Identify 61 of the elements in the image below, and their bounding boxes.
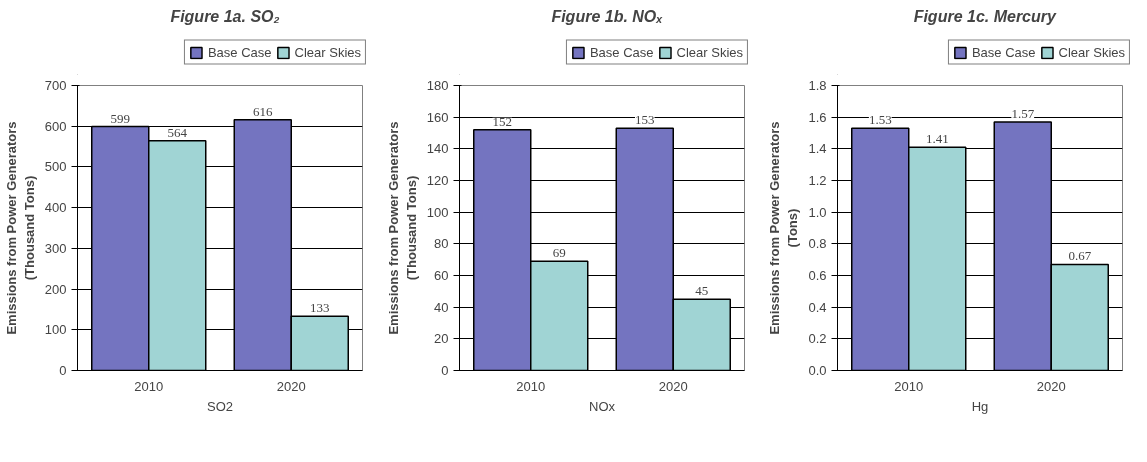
data-label: 153 (635, 112, 655, 128)
data-label: 133 (310, 300, 330, 316)
y-tick-label: 120 (426, 173, 449, 188)
y-axis-title: Emissions from Power Generators (Tons) (767, 121, 801, 335)
data-label: 152 (492, 113, 512, 129)
y-tick-label: 0 (441, 363, 449, 378)
x-axis-title: SO2 (206, 398, 234, 414)
data-label: 1.53 (868, 112, 892, 128)
legend-label: Clear Skies (676, 44, 743, 60)
data-label: 564 (167, 124, 188, 140)
y-tick-label: 0 (59, 363, 67, 378)
legend-label: Clear Skies (1058, 44, 1125, 60)
y-tick-label: 0.8 (808, 236, 827, 252)
y-tick-label: 140 (426, 141, 449, 157)
x-tick-label: 2010 (894, 378, 924, 394)
y-tick-label: 100 (426, 204, 449, 220)
data-label: 1.41 (925, 131, 949, 147)
y-tick-label: 1.0 (808, 204, 827, 220)
chart-title: Figure 1b. NOₓ (551, 7, 664, 25)
y-tick-label: 1.2 (808, 173, 827, 188)
legend-label: Base Case (971, 44, 1036, 60)
y-tick-label: 0.6 (808, 268, 827, 283)
y-tick-label: 500 (44, 159, 67, 175)
x-tick-label: 2020 (658, 378, 688, 394)
y-tick-label: 0.0 (808, 363, 827, 378)
data-label: 45 (695, 283, 709, 299)
x-axis-title: Hg (971, 398, 989, 414)
data-label: 69 (552, 245, 566, 261)
y-tick-label: 20 (434, 331, 449, 347)
y-axis-title: Emissions from Power Generators (Thousand Tons) (385, 121, 419, 335)
y-tick-label: 700 (44, 78, 67, 93)
y-axis-title: Emissions from Power Generators (Thousand Tons) (3, 121, 37, 335)
y-tick-label: 80 (434, 236, 449, 252)
y-tick-label: 0.2 (808, 331, 827, 347)
y-tick-label: 300 (44, 240, 67, 256)
y-tick-label: 1.4 (808, 141, 827, 157)
y-tick-label: 160 (426, 109, 449, 125)
y-tick-label: 1.8 (808, 78, 827, 93)
data-label: 0.67 (1068, 248, 1092, 264)
x-tick-label: 2020 (1036, 378, 1066, 394)
y-tick-label: 180 (426, 78, 449, 93)
chart-title: Figure 1a. SO₂ (170, 7, 280, 25)
y-tick-label: 600 (44, 118, 67, 134)
y-tick-label: 1.6 (808, 109, 827, 125)
legend-label: Clear Skies (294, 44, 361, 60)
data-label: 1.57 (1011, 105, 1035, 121)
chart-title: Figure 1c. Mercury (913, 7, 1058, 25)
x-tick-label: 2010 (134, 378, 164, 394)
y-tick-label: 200 (44, 281, 67, 297)
y-tick-label: 0.4 (808, 299, 827, 315)
data-label: 599 (110, 110, 130, 126)
data-label: 616 (253, 103, 273, 119)
legend-label: Base Case (589, 44, 654, 60)
y-tick-label: 100 (44, 322, 67, 338)
x-axis-title: NOx (589, 398, 616, 414)
x-tick-label: 2010 (516, 378, 546, 394)
y-tick-label: 40 (434, 299, 449, 315)
y-tick-label: 400 (44, 200, 67, 216)
y-tick-label: 60 (434, 268, 449, 283)
legend-label: Base Case (207, 44, 272, 60)
x-tick-label: 2020 (276, 378, 306, 394)
